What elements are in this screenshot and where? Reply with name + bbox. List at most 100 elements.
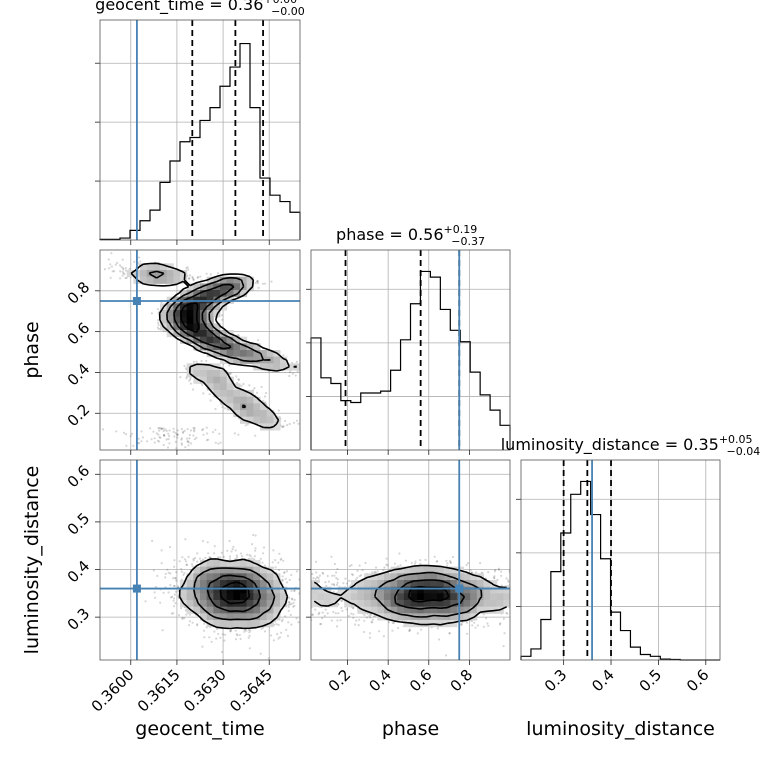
density-cell — [180, 336, 188, 344]
scatter-point — [121, 258, 124, 261]
scatter-point — [121, 270, 124, 273]
density-cell — [186, 316, 194, 324]
density-cell — [206, 276, 214, 284]
title-luminosity_distance: luminosity_distance = 0.35+0.05 −0.04 — [501, 433, 760, 458]
scatter-point — [173, 593, 176, 596]
title-label: luminosity_distance = 0.35 — [501, 435, 719, 455]
scatter-point — [125, 269, 128, 272]
scatter-point — [165, 429, 168, 432]
scatter-point — [281, 578, 284, 581]
scatter-point — [261, 282, 264, 285]
histogram-geocent_time — [99, 42, 301, 240]
scatter-point — [162, 591, 165, 594]
scatter-point — [290, 623, 293, 626]
scatter-point — [139, 260, 142, 263]
title-minus: −0.37 — [451, 235, 485, 248]
scatter-point — [122, 431, 126, 434]
density-cell — [253, 396, 261, 404]
scatter-point — [264, 282, 267, 285]
scatter-point — [275, 623, 278, 626]
scatter-point — [213, 552, 216, 555]
scatter-point — [215, 637, 218, 640]
scatter-point — [252, 533, 255, 537]
title-plus: +0.05 — [719, 433, 753, 446]
scatter-point — [122, 272, 125, 275]
density-cell — [200, 343, 208, 351]
panel-body — [100, 250, 304, 450]
scatter-point — [186, 437, 189, 440]
scatter-point — [171, 595, 174, 599]
scatter-point — [193, 427, 196, 430]
scatter-point — [192, 360, 195, 363]
scatter-point — [242, 382, 245, 386]
scatter-point — [111, 270, 114, 273]
density-cell — [180, 310, 188, 318]
density-cell — [253, 403, 261, 411]
scatter-point — [198, 557, 202, 560]
density-cell — [160, 276, 168, 284]
scatter-point — [185, 613, 188, 616]
scatter-point — [189, 274, 192, 277]
scatter-point — [154, 585, 157, 589]
scatter-point — [169, 584, 172, 587]
scatter-point — [109, 276, 112, 279]
scatter-point — [156, 574, 159, 578]
density-cell — [240, 290, 248, 298]
scatter-point — [254, 547, 257, 550]
density-cell — [273, 363, 281, 371]
scatter-point — [295, 419, 299, 422]
scatter-point — [309, 599, 311, 601]
scatter-point — [174, 602, 177, 605]
scatter-point — [153, 437, 156, 440]
density-cell — [213, 330, 221, 338]
scatter-point — [115, 430, 118, 433]
title-plus: +0.00 — [263, 0, 297, 6]
scatter-point — [285, 628, 288, 631]
density-cell — [220, 396, 228, 404]
scatter-point — [288, 596, 291, 600]
scatter-point — [193, 557, 197, 560]
scatter-point — [235, 556, 239, 559]
scatter-point — [184, 609, 187, 612]
scatter-point — [290, 597, 294, 600]
density-cell — [260, 416, 268, 424]
density-cell — [200, 290, 208, 298]
scatter-point — [332, 567, 334, 569]
scatter-point — [188, 624, 191, 627]
scatter-point — [288, 601, 291, 604]
density-cell — [206, 336, 214, 344]
scatter-point — [168, 442, 171, 445]
density-cell — [213, 290, 221, 298]
density-cell — [186, 303, 194, 311]
scatter-point — [212, 431, 215, 434]
scatter-point — [222, 555, 225, 559]
density-cell — [193, 376, 201, 384]
density-cell — [266, 416, 274, 424]
scatter-point — [302, 377, 304, 379]
scatter-point — [236, 634, 239, 637]
scatter-point — [217, 556, 220, 559]
density-cell — [166, 270, 174, 278]
scatter-point — [167, 571, 170, 574]
scatter-point — [177, 585, 180, 588]
title-phase: phase = 0.56+0.19 −0.37 — [336, 223, 485, 248]
density-cell — [226, 376, 234, 384]
scatter-point — [290, 589, 293, 593]
scatter-point — [172, 430, 175, 433]
scatter-point — [248, 647, 251, 650]
scatter-point — [263, 395, 267, 398]
scatter-point — [219, 636, 222, 639]
density-cell — [166, 310, 174, 318]
density-cell — [193, 290, 201, 298]
scatter-point — [291, 598, 294, 601]
scatter-point — [156, 439, 159, 442]
density-cell — [173, 276, 181, 284]
density-cell — [220, 343, 228, 351]
scatter-point — [159, 436, 162, 439]
scatter-point — [162, 429, 165, 433]
density-cell — [186, 290, 194, 298]
scatter-point — [176, 433, 179, 436]
panel-frame — [99, 249, 301, 451]
density-cell — [200, 330, 208, 338]
scatter-point — [295, 360, 298, 363]
